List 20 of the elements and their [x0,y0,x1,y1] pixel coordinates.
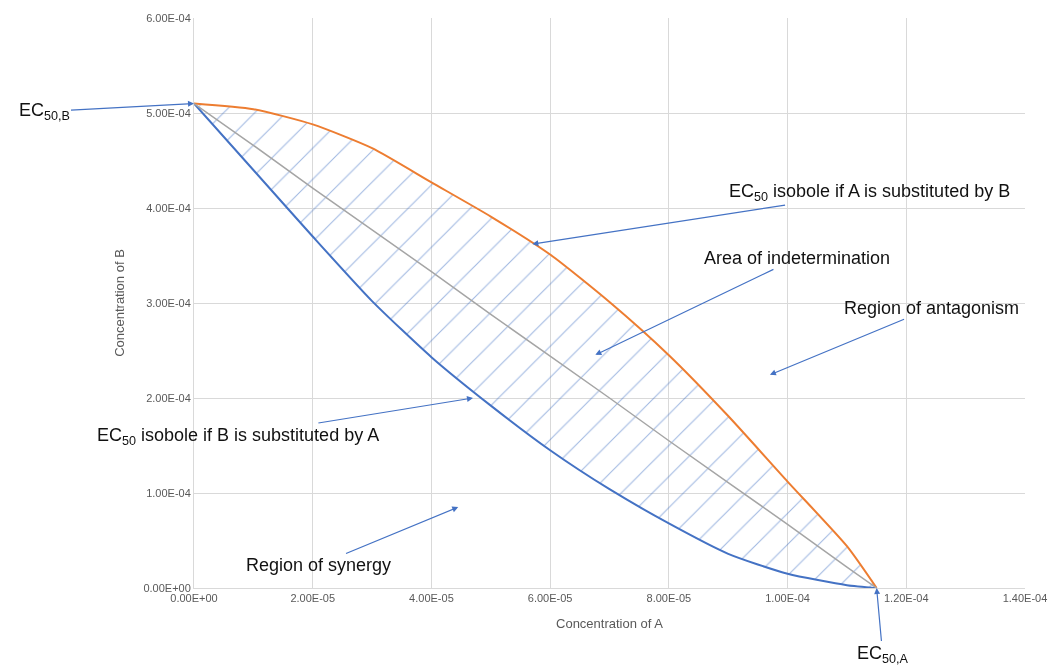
x-tick-label: 8.00E-05 [646,592,692,605]
y-tick-label: 2.00E-04 [146,391,191,404]
x-tick-label: 1.40E-04 [1002,592,1048,605]
x-tick-label: 1.20E-04 [883,592,929,605]
annotation: EC$_{50,B}$ [19,100,70,123]
y-axis-title: Concentration of B [112,249,128,357]
y-tick-label: 4.00E-04 [146,201,191,214]
annotation: EC$_{50,A}$ [857,643,909,666]
x-tick-label: 6.00E-05 [527,592,573,605]
y-tick-label: 6.00E-04 [146,11,191,24]
x-tick-label: 4.00E-05 [409,592,454,605]
y-tick-label: 1.00E-04 [146,486,191,499]
x-tick-label: 1.00E-04 [765,592,810,605]
annotation: Region of antagonism [844,298,1020,318]
x-axis-title: Concentration of A [556,615,664,631]
x-tick-label: 0.00E+00 [170,592,218,605]
x-tick-label: 2.00E-05 [290,592,336,605]
y-tick-label: 3.00E-04 [146,296,191,309]
y-tick-label: 0.00E+00 [143,581,191,594]
y-tick-label: 5.00E-04 [146,106,191,119]
